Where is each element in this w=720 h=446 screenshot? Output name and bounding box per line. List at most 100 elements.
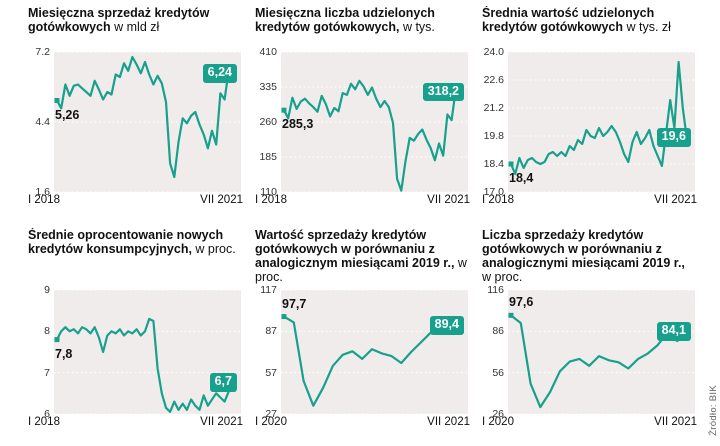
chart-panel-value-vs-2019: Wartość sprzedaży kredytów gotówkowych w…: [255, 228, 470, 436]
y-tick-label: 19.8: [483, 130, 504, 142]
x-end-label: VII 2021: [654, 194, 697, 206]
y-tick-label: 18.4: [483, 158, 504, 170]
y-tick-label: 335: [259, 81, 277, 93]
x-start-label: I 2018: [255, 194, 287, 206]
x-axis: I 2018 VII 2021: [28, 416, 243, 428]
plot-area: 285,3 318,2: [281, 51, 468, 193]
x-axis: I 2018 VII 2021: [255, 194, 470, 206]
x-end-label: VII 2021: [200, 416, 243, 428]
y-tick-label: 86: [492, 325, 504, 338]
chart-panel-monthly-count: Miesięczna liczba udzielonych kredytów g…: [255, 6, 470, 220]
x-start-label: I 2018: [28, 416, 60, 428]
start-value-label: 18,4: [509, 171, 534, 185]
y-tick-label: 87: [265, 325, 277, 338]
end-value-badge: 318,2: [422, 82, 464, 102]
x-start-label: I 2020: [482, 416, 514, 428]
chart-area: 116 86 56 26 97,6 84,1: [482, 284, 697, 420]
chart-area: 9 8 7 6 7,8 6,7: [28, 284, 243, 420]
chart-area: 7.2 4.4 1.6 5,26 6,24: [28, 46, 243, 198]
chart-panel-count-vs-2019: Liczba sprzedaży kredytów gotówkowych w …: [482, 228, 697, 436]
y-tick-label: 260: [259, 116, 277, 128]
y-axis: 116 86 56 26: [482, 284, 506, 420]
end-value-badge: 84,1: [656, 321, 691, 341]
x-start-label: I 2018: [482, 194, 514, 206]
y-tick-label: 27: [265, 408, 277, 420]
x-end-label: VII 2021: [654, 416, 697, 428]
start-value-label: 5,26: [55, 107, 80, 122]
x-axis: I 2020 VII 2021: [255, 416, 470, 428]
y-tick-label: 185: [259, 151, 277, 163]
chart-panel-monthly-sales: Miesięczna sprzedaż kredytów gotówkowych…: [28, 6, 243, 220]
y-tick-label: 56: [492, 366, 504, 379]
chart-title-bold: Miesięczna liczba udzielonych kredytów g…: [255, 6, 435, 34]
line-chart: [508, 51, 695, 193]
x-start-label: I 2020: [255, 416, 287, 428]
y-tick-label: 7: [44, 366, 50, 379]
plot-area: 97,7 89,4: [281, 289, 468, 415]
y-tick-label: 7.2: [35, 46, 50, 58]
chart-title-bold: Średnie oprocentowanie nowych kredytów k…: [28, 228, 224, 256]
chart-title: Miesięczna liczba udzielonych kredytów g…: [255, 6, 470, 48]
y-tick-label: 110: [260, 186, 277, 198]
y-tick-label: 21.2: [483, 102, 504, 114]
y-tick-label: 8: [44, 325, 50, 338]
start-value-label: 7,8: [55, 346, 73, 361]
y-tick-label: 22.6: [483, 74, 504, 86]
charts-grid: Miesięczna sprzedaż kredytów gotówkowych…: [28, 6, 697, 436]
line-chart: [508, 289, 695, 415]
y-tick-label: 9: [44, 284, 50, 296]
y-axis: 7.2 4.4 1.6: [28, 46, 52, 198]
chart-title: Miesięczna sprzedaż kredytów gotówkowych…: [28, 6, 243, 48]
chart-title-bold: Średnia wartość udzielonych kredytów got…: [482, 6, 655, 34]
end-value-badge: 19,6: [656, 128, 691, 147]
y-tick-label: 4.4: [35, 116, 50, 128]
y-tick-label: 17.0: [483, 186, 504, 198]
x-axis: I 2018 VII 2021: [28, 194, 243, 206]
chart-title-bold: Miesięczna sprzedaż kredytów gotówkowych: [28, 6, 210, 34]
chart-title: Liczba sprzedaży kredytów gotówkowych w …: [482, 228, 697, 286]
start-value-label: 285,3: [282, 117, 314, 132]
x-end-label: VII 2021: [427, 416, 470, 428]
chart-title-unit: w proc.: [482, 270, 523, 284]
source-credit: Źródło: BIK: [708, 385, 719, 436]
x-axis: I 2020 VII 2021: [482, 416, 697, 428]
y-tick-label: 117: [260, 284, 277, 296]
start-value-label: 97,7: [282, 296, 307, 311]
x-end-label: VII 2021: [427, 194, 470, 206]
plot-area: 5,26 6,24: [54, 51, 241, 193]
chart-title: Wartość sprzedaży kredytów gotówkowych w…: [255, 228, 470, 286]
chart-area: 410 335 260 185 110 285,3 318,2: [255, 46, 470, 198]
chart-title-unit: w mld zł: [110, 20, 160, 34]
chart-title-unit: w proc.: [191, 242, 236, 256]
line-chart: [54, 289, 241, 415]
y-axis: 410 335 260 185 110: [255, 46, 279, 198]
chart-area: 117 87 57 27 97,7 89,4: [255, 284, 470, 420]
chart-title-unit: w proc.: [255, 256, 467, 284]
y-tick-label: 57: [265, 366, 277, 379]
chart-title: Średnia wartość udzielonych kredytów got…: [482, 6, 697, 48]
y-axis: 9 8 7 6: [28, 284, 52, 420]
y-tick-label: 1.6: [35, 186, 50, 198]
chart-title-unit: w tys. zł: [623, 20, 671, 34]
y-tick-label: 24.0: [483, 46, 504, 58]
plot-area: 97,6 84,1: [508, 289, 695, 415]
y-tick-label: 26: [492, 408, 504, 420]
chart-title: Średnie oprocentowanie nowych kredytów k…: [28, 228, 243, 286]
plot-area: 7,8 6,7: [54, 289, 241, 415]
chart-panel-average-value: Średnia wartość udzielonych kredytów got…: [482, 6, 697, 220]
y-axis: 24.0 22.6 21.2 19.8 18.4 17.0: [482, 46, 506, 198]
y-tick-label: 410: [259, 46, 277, 58]
x-start-label: I 2018: [28, 194, 60, 206]
chart-title-bold: Liczba sprzedaży kredytów gotówkowych w …: [482, 228, 685, 270]
chart-title-bold: Wartość sprzedaży kredytów gotówkowych w…: [255, 228, 455, 270]
y-axis: 117 87 57 27: [255, 284, 279, 420]
end-value-badge: 6,7: [209, 373, 237, 392]
end-value-badge: 6,24: [202, 64, 237, 83]
chart-title-unit: w tys.: [399, 20, 435, 34]
x-axis: I 2018 VII 2021: [482, 194, 697, 206]
start-value-label: 97,6: [509, 295, 534, 310]
y-tick-label: 6: [44, 408, 50, 420]
x-end-label: VII 2021: [200, 194, 243, 206]
chart-panel-interest-rate: Średnie oprocentowanie nowych kredytów k…: [28, 228, 243, 436]
